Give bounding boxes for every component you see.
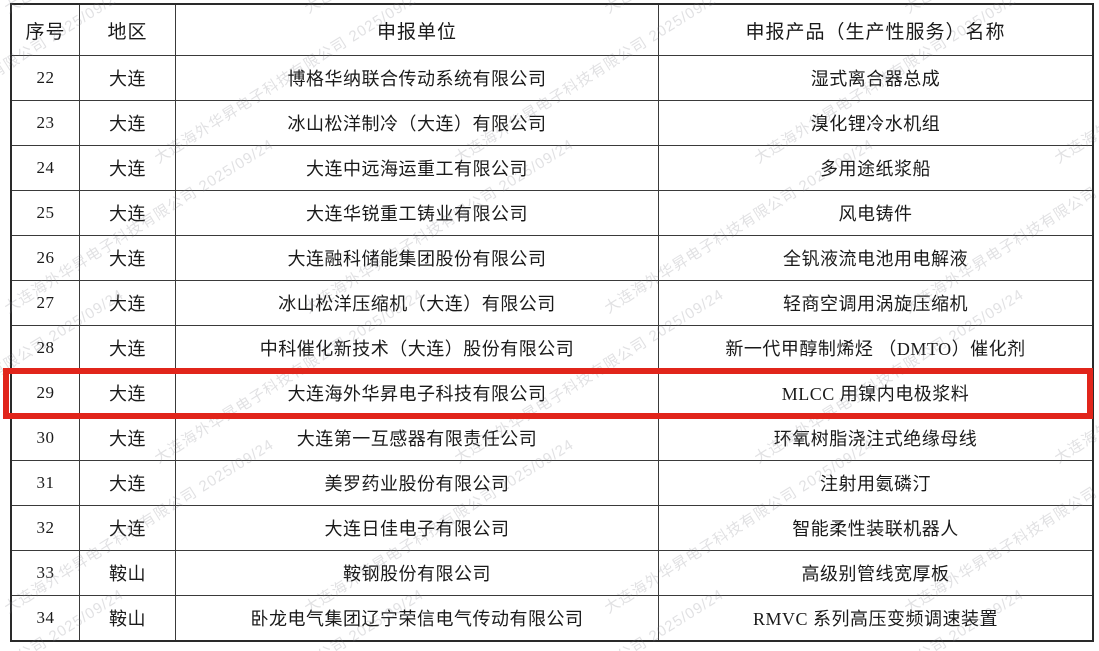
cell-unit: 大连日佳电子有限公司: [175, 505, 659, 551]
column-header-sequence: 序号: [10, 3, 80, 56]
cell-unit: 大连融科储能集团股份有限公司: [175, 235, 659, 281]
table-header-row: 序号 地区 申报单位 申报产品（生产性服务）名称: [10, 3, 1094, 56]
cell-area: 大连: [79, 370, 176, 416]
cell-product: 多用途纸浆船: [658, 145, 1094, 191]
listing-table-container: 序号 地区 申报单位 申报产品（生产性服务）名称 22 大连 博格华纳联合传动系统有…: [10, 3, 1094, 642]
cell-product: 注射用氨磷汀: [658, 460, 1094, 506]
table-row: 24 大连 大连中远海运重工有限公司 多用途纸浆船: [10, 145, 1094, 191]
cell-unit: 大连中远海运重工有限公司: [175, 145, 659, 191]
cell-sequence: 24: [10, 145, 80, 191]
cell-area: 大连: [79, 100, 176, 146]
table-row: 34 鞍山 卧龙电气集团辽宁荣信电气传动有限公司 RMVC 系列高压变频调速装置: [10, 595, 1094, 642]
table-row: 25 大连 大连华锐重工铸业有限公司 风电铸件: [10, 190, 1094, 236]
cell-product: 湿式离合器总成: [658, 55, 1094, 101]
cell-product: 新一代甲醇制烯烃 （DMTO）催化剂: [658, 325, 1094, 371]
cell-area: 大连: [79, 325, 176, 371]
cell-sequence: 23: [10, 100, 80, 146]
cell-area: 大连: [79, 235, 176, 281]
cell-area: 鞍山: [79, 595, 176, 642]
cell-sequence: 31: [10, 460, 80, 506]
column-header-unit: 申报单位: [175, 3, 659, 56]
declaration-listing-table: 序号 地区 申报单位 申报产品（生产性服务）名称 22 大连 博格华纳联合传动系统有…: [10, 3, 1094, 642]
cell-product: 高级别管线宽厚板: [658, 550, 1094, 596]
cell-unit: 冰山松洋制冷（大连）有限公司: [175, 100, 659, 146]
cell-unit: 卧龙电气集团辽宁荣信电气传动有限公司: [175, 595, 659, 642]
cell-unit: 鞍钢股份有限公司: [175, 550, 659, 596]
cell-unit: 大连海外华昇电子科技有限公司: [175, 370, 659, 416]
table-header: 序号 地区 申报单位 申报产品（生产性服务）名称: [10, 3, 1094, 56]
table-row: 32 大连 大连日佳电子有限公司 智能柔性装联机器人: [10, 505, 1094, 551]
cell-area: 大连: [79, 460, 176, 506]
cell-product: 溴化锂冷水机组: [658, 100, 1094, 146]
cell-product: MLCC 用镍内电极浆料: [658, 370, 1094, 416]
cell-unit: 冰山松洋压缩机（大连）有限公司: [175, 280, 659, 326]
cell-area: 大连: [79, 55, 176, 101]
column-header-product: 申报产品（生产性服务）名称: [658, 3, 1094, 56]
table-row: 31 大连 美罗药业股份有限公司 注射用氨磷汀: [10, 460, 1094, 506]
cell-unit: 大连第一互感器有限责任公司: [175, 415, 659, 461]
cell-sequence: 25: [10, 190, 80, 236]
table-row: 29 大连 大连海外华昇电子科技有限公司 MLCC 用镍内电极浆料: [10, 370, 1094, 416]
cell-product: RMVC 系列高压变频调速装置: [658, 595, 1094, 642]
table-row: 27 大连 冰山松洋压缩机（大连）有限公司 轻商空调用涡旋压缩机: [10, 280, 1094, 326]
cell-area: 大连: [79, 415, 176, 461]
cell-sequence: 32: [10, 505, 80, 551]
cell-area: 鞍山: [79, 550, 176, 596]
cell-sequence: 33: [10, 550, 80, 596]
cell-unit: 博格华纳联合传动系统有限公司: [175, 55, 659, 101]
cell-area: 大连: [79, 280, 176, 326]
cell-area: 大连: [79, 190, 176, 236]
table-row: 33 鞍山 鞍钢股份有限公司 高级别管线宽厚板: [10, 550, 1094, 596]
table-row: 22 大连 博格华纳联合传动系统有限公司 湿式离合器总成: [10, 55, 1094, 101]
table-row: 23 大连 冰山松洋制冷（大连）有限公司 溴化锂冷水机组: [10, 100, 1094, 146]
cell-product: 环氧树脂浇注式绝缘母线: [658, 415, 1094, 461]
cell-sequence: 28: [10, 325, 80, 371]
cell-area: 大连: [79, 145, 176, 191]
cell-sequence: 29: [10, 370, 80, 416]
cell-sequence: 27: [10, 280, 80, 326]
cell-product: 轻商空调用涡旋压缩机: [658, 280, 1094, 326]
cell-area: 大连: [79, 505, 176, 551]
cell-unit: 大连华锐重工铸业有限公司: [175, 190, 659, 236]
cell-unit: 中科催化新技术（大连）股份有限公司: [175, 325, 659, 371]
cell-unit: 美罗药业股份有限公司: [175, 460, 659, 506]
table-body: 22 大连 博格华纳联合传动系统有限公司 湿式离合器总成 23 大连 冰山松洋制冷（大连）有…: [10, 55, 1094, 642]
table-row: 26 大连 大连融科储能集团股份有限公司 全钒液流电池用电解液: [10, 235, 1094, 281]
cell-product: 智能柔性装联机器人: [658, 505, 1094, 551]
cell-sequence: 22: [10, 55, 80, 101]
table-row: 30 大连 大连第一互感器有限责任公司 环氧树脂浇注式绝缘母线: [10, 415, 1094, 461]
cell-product: 风电铸件: [658, 190, 1094, 236]
cell-sequence: 34: [10, 595, 80, 642]
cell-product: 全钒液流电池用电解液: [658, 235, 1094, 281]
table-row: 28 大连 中科催化新技术（大连）股份有限公司 新一代甲醇制烯烃 （DMTO）催化剂: [10, 325, 1094, 371]
column-header-area: 地区: [79, 3, 176, 56]
cell-sequence: 26: [10, 235, 80, 281]
cell-sequence: 30: [10, 415, 80, 461]
